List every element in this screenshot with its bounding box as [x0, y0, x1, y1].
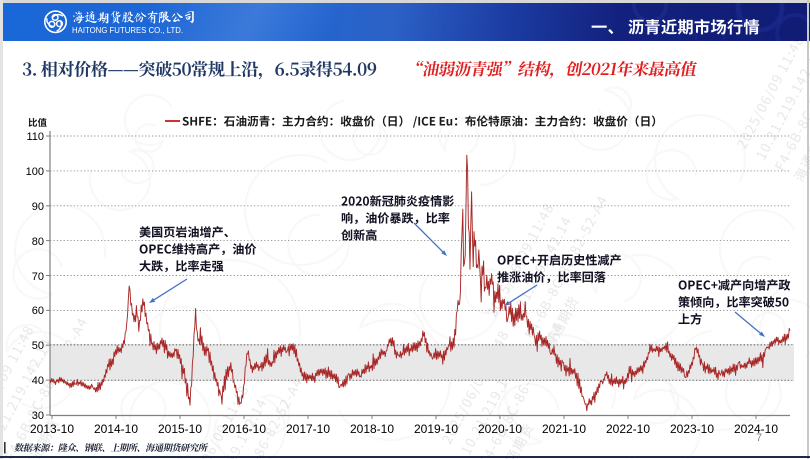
svg-text:2017-10: 2017-10 — [286, 422, 330, 436]
svg-text:90: 90 — [32, 201, 44, 213]
svg-text:2024-10: 2024-10 — [734, 422, 778, 436]
svg-text:50: 50 — [32, 340, 44, 352]
svg-text:2023-10: 2023-10 — [670, 422, 714, 436]
svg-text:2022-10: 2022-10 — [606, 422, 650, 436]
svg-text:2016-10: 2016-10 — [222, 422, 266, 436]
svg-text:70: 70 — [32, 271, 44, 283]
svg-text:2013-10: 2013-10 — [30, 422, 74, 436]
svg-text:110: 110 — [26, 131, 44, 143]
svg-text:30: 30 — [32, 410, 44, 422]
svg-text:2021-10: 2021-10 — [542, 422, 586, 436]
svg-text:2019-10: 2019-10 — [414, 422, 458, 436]
svg-text:2018-10: 2018-10 — [350, 422, 394, 436]
svg-text:2015-10: 2015-10 — [158, 422, 202, 436]
svg-text:2020-10: 2020-10 — [478, 422, 522, 436]
svg-text:40: 40 — [32, 375, 44, 387]
svg-text:80: 80 — [32, 236, 44, 248]
svg-text:HAITONG FUTURES CO., LTD.: HAITONG FUTURES CO., LTD. — [72, 26, 183, 35]
svg-text:7: 7 — [756, 432, 762, 444]
svg-text:100: 100 — [26, 166, 44, 178]
svg-text:60: 60 — [32, 305, 44, 317]
svg-text:2014-10: 2014-10 — [94, 422, 138, 436]
